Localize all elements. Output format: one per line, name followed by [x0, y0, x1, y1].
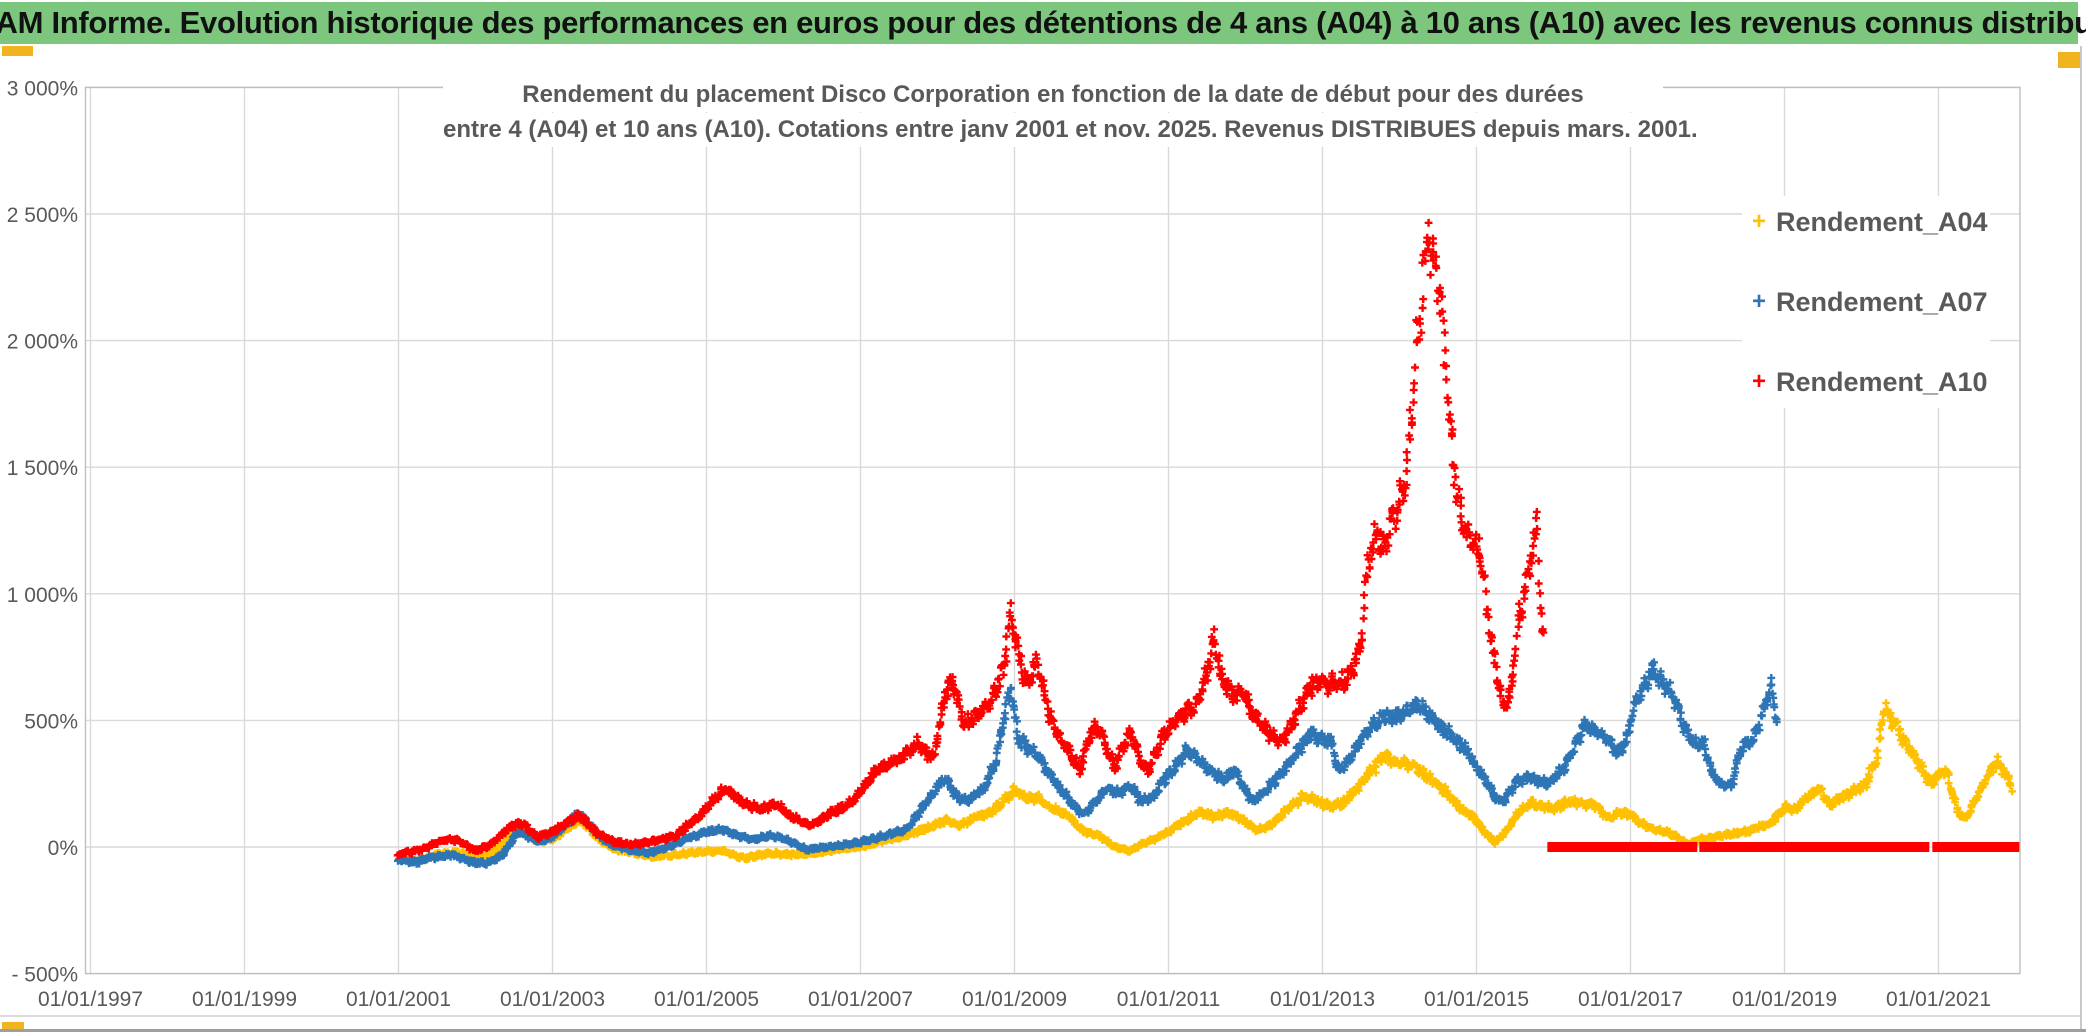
legend-item-rendement-a07: + Rendement_A07: [1742, 284, 1988, 320]
y-tick-label: 2 000%: [7, 331, 78, 354]
x-tick-label: 01/01/2015: [1424, 988, 1529, 1011]
app-header: ADAM Informe. Evolution historique des p…: [0, 2, 2086, 44]
series-points-rendement_a07: [394, 658, 1781, 869]
gold-accent-top-left: [2, 46, 33, 56]
x-tick-label: 01/01/2013: [1270, 988, 1375, 1011]
x-tick-label: 01/01/2017: [1578, 988, 1683, 1011]
x-tick-label: 01/01/2007: [808, 988, 913, 1011]
window-right-border: [2080, 46, 2082, 1032]
legend-item-rendement-a10: + Rendement_A10: [1742, 364, 1988, 400]
legend-item-rendement-a04: + Rendement_A04: [1742, 204, 1988, 240]
x-tick-label: 01/01/2019: [1732, 988, 1837, 1011]
chart-title-line-2: entre 4 (A04) et 10 ans (A10). Cotations…: [443, 113, 1698, 147]
plus-marker-icon: +: [1751, 368, 1766, 395]
plot-border: [84, 86, 2021, 975]
gold-accent-top-right: [2058, 52, 2080, 68]
legend-label: Rendement_A04: [1776, 206, 1988, 237]
y-tick-label: 1 500%: [7, 457, 78, 480]
x-tick-label: 01/01/1999: [192, 988, 297, 1011]
series-points-rendement_a10: [393, 218, 1548, 860]
x-tick-label: 01/01/2003: [500, 988, 605, 1011]
x-tick-label: 01/01/1997: [38, 988, 143, 1011]
x-tick-label: 01/01/2011: [1117, 988, 1221, 1011]
y-tick-label: 3 000%: [7, 77, 78, 100]
y-tick-label: 1 000%: [7, 584, 78, 607]
chart-title-line-1: Rendement du placement Disco Corporation…: [443, 78, 1663, 112]
x-tick-label: 01/01/2005: [654, 988, 759, 1011]
legend-label: Rendement_A10: [1776, 366, 1988, 397]
y-tick-label: 2 500%: [7, 204, 78, 227]
x-tick-label: 01/01/2009: [962, 988, 1067, 1011]
x-tick-label: 01/01/2001: [346, 988, 451, 1011]
y-tick-label: 0%: [48, 837, 78, 860]
chart-legend: + Rendement_A04 + Rendement_A07 + Rendem…: [1742, 196, 1990, 408]
y-tick-label: - 500%: [11, 964, 78, 987]
plus-marker-icon: +: [1751, 208, 1766, 235]
axis-bottom-divider: [0, 1015, 2080, 1017]
plus-marker-icon: +: [1751, 288, 1766, 315]
legend-label: Rendement_A07: [1776, 286, 1988, 317]
gold-accent-bottom-left: [2, 1022, 24, 1031]
app-header-title: ADAM Informe. Evolution historique des p…: [0, 5, 2086, 40]
x-tick-label: 01/01/2021: [1886, 988, 1991, 1011]
y-tick-label: 500%: [24, 710, 78, 733]
window-bottom-border: [0, 1029, 2086, 1032]
